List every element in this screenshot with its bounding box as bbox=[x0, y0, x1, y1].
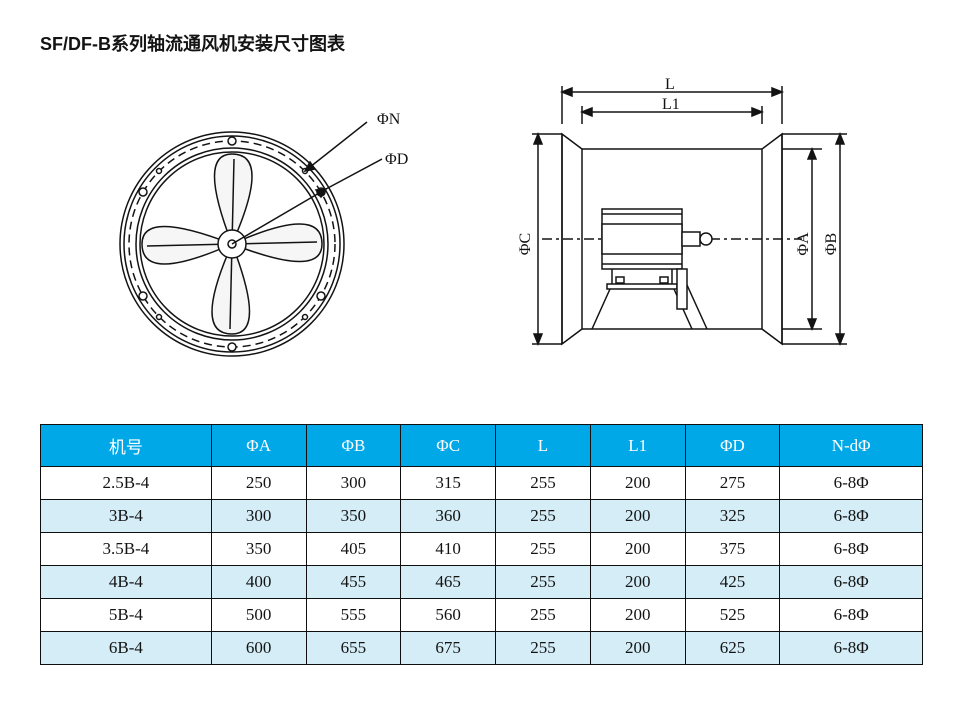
side-diagram: L L1 ΦC ΦA ΦB bbox=[482, 74, 882, 394]
table-row: 2.5B-42503003152552002756-8Φ bbox=[41, 467, 923, 500]
table-cell: 255 bbox=[496, 632, 591, 665]
table-cell: 3.5B-4 bbox=[41, 533, 212, 566]
front-diagram: ΦN ΦD bbox=[82, 74, 442, 394]
table-cell: 255 bbox=[496, 500, 591, 533]
table-cell: 455 bbox=[306, 566, 401, 599]
table-cell: 255 bbox=[496, 467, 591, 500]
table-cell: 200 bbox=[590, 500, 685, 533]
table-cell: 655 bbox=[306, 632, 401, 665]
table-header-cell: L1 bbox=[590, 425, 685, 467]
table-cell: 255 bbox=[496, 566, 591, 599]
table-cell: 325 bbox=[685, 500, 780, 533]
table-cell: 6B-4 bbox=[41, 632, 212, 665]
table-header-cell: ΦA bbox=[211, 425, 306, 467]
l1-label: L1 bbox=[662, 96, 680, 113]
table-header-cell: ΦD bbox=[685, 425, 780, 467]
dimension-table: 机号ΦAΦBΦCLL1ΦDN-dΦ 2.5B-42503003152552002… bbox=[40, 424, 923, 665]
l-label: L bbox=[665, 76, 675, 93]
table-cell: 600 bbox=[211, 632, 306, 665]
table-cell: 6-8Φ bbox=[780, 599, 923, 632]
table-cell: 200 bbox=[590, 467, 685, 500]
table-cell: 375 bbox=[685, 533, 780, 566]
table-cell: 405 bbox=[306, 533, 401, 566]
diagram-row: ΦN ΦD bbox=[40, 74, 923, 394]
table-cell: 275 bbox=[685, 467, 780, 500]
table-row: 3.5B-43504054102552003756-8Φ bbox=[41, 533, 923, 566]
table-cell: 350 bbox=[306, 500, 401, 533]
table-cell: 200 bbox=[590, 632, 685, 665]
table-cell: 200 bbox=[590, 599, 685, 632]
table-row: 5B-45005555602552005256-8Φ bbox=[41, 599, 923, 632]
table-cell: 4B-4 bbox=[41, 566, 212, 599]
table-header-row: 机号ΦAΦBΦCLL1ΦDN-dΦ bbox=[41, 425, 923, 467]
phi-d-label: ΦD bbox=[385, 151, 408, 168]
table-cell: 315 bbox=[401, 467, 496, 500]
table-cell: 255 bbox=[496, 533, 591, 566]
table-cell: 675 bbox=[401, 632, 496, 665]
table-cell: 6-8Φ bbox=[780, 533, 923, 566]
page-title: SF/DF-B系列轴流通风机安装尺寸图表 bbox=[40, 30, 923, 56]
table-cell: 6-8Φ bbox=[780, 566, 923, 599]
table-cell: 255 bbox=[496, 599, 591, 632]
table-cell: 525 bbox=[685, 599, 780, 632]
table-header-cell: 机号 bbox=[41, 425, 212, 467]
table-cell: 200 bbox=[590, 566, 685, 599]
table-cell: 625 bbox=[685, 632, 780, 665]
table-cell: 5B-4 bbox=[41, 599, 212, 632]
table-cell: 425 bbox=[685, 566, 780, 599]
table-row: 3B-43003503602552003256-8Φ bbox=[41, 500, 923, 533]
table-cell: 410 bbox=[401, 533, 496, 566]
table-row: 6B-46006556752552006256-8Φ bbox=[41, 632, 923, 665]
table-header-cell: L bbox=[496, 425, 591, 467]
table-body: 2.5B-42503003152552002756-8Φ3B-430035036… bbox=[41, 467, 923, 665]
table-row: 4B-44004554652552004256-8Φ bbox=[41, 566, 923, 599]
table-cell: 2.5B-4 bbox=[41, 467, 212, 500]
table-cell: 400 bbox=[211, 566, 306, 599]
table-cell: 500 bbox=[211, 599, 306, 632]
table-header-cell: ΦB bbox=[306, 425, 401, 467]
table-header-cell: N-dΦ bbox=[780, 425, 923, 467]
table-cell: 250 bbox=[211, 467, 306, 500]
table-cell: 360 bbox=[401, 500, 496, 533]
table-cell: 465 bbox=[401, 566, 496, 599]
phi-b-label: ΦB bbox=[823, 233, 840, 255]
table-cell: 6-8Φ bbox=[780, 500, 923, 533]
table-cell: 200 bbox=[590, 533, 685, 566]
phi-a-label: ΦA bbox=[795, 232, 812, 256]
table-cell: 6-8Φ bbox=[780, 467, 923, 500]
phi-n-label: ΦN bbox=[377, 111, 401, 128]
table-cell: 555 bbox=[306, 599, 401, 632]
table-cell: 3B-4 bbox=[41, 500, 212, 533]
phi-c-label: ΦC bbox=[517, 233, 534, 255]
table-cell: 6-8Φ bbox=[780, 632, 923, 665]
table-cell: 350 bbox=[211, 533, 306, 566]
table-header-cell: ΦC bbox=[401, 425, 496, 467]
table-cell: 300 bbox=[306, 467, 401, 500]
table-cell: 560 bbox=[401, 599, 496, 632]
table-cell: 300 bbox=[211, 500, 306, 533]
